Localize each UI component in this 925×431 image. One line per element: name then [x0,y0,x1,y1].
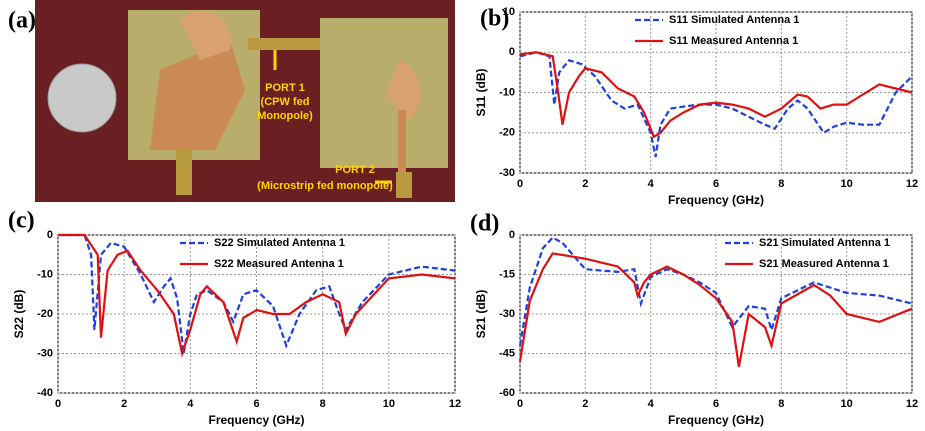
x-tick-label: 10 [841,398,853,410]
y-tick-label: -40 [37,387,53,399]
antenna-copper [150,40,245,150]
x-tick-label: 8 [778,398,784,410]
x-tick-label: 0 [517,398,523,410]
legend-label: S21 Measured Antenna 1 [759,258,889,270]
x-axis-label: Frequency (GHz) [208,413,304,427]
series-line [518,252,913,367]
legend-label: S21 Simulated Antenna 1 [759,237,890,249]
y-tick-label: 0 [509,46,515,58]
y-tick-label: -10 [499,86,515,98]
y-tick-label: -10 [37,268,53,280]
y-tick-label: -20 [37,308,53,320]
panel-label: (a) [8,8,36,34]
series-line [518,236,913,346]
y-axis-label: S21 (dB) [474,290,488,339]
x-tick-label: 6 [713,398,719,410]
legend-label: S11 Measured Antenna 1 [669,35,798,47]
x-tick-label: 4 [648,178,655,190]
radiator [385,60,421,120]
y-tick-label: -30 [499,308,515,320]
y-axis-label: S11 (dB) [474,68,488,116]
port-label: (CPW fed [261,96,310,108]
x-tick-label: 6 [713,178,719,190]
y-tick-label: -30 [37,347,53,359]
radiator [180,11,232,60]
panel-label: (c) [8,208,35,234]
port-label: PORT 1 [265,82,305,94]
x-tick-label: 12 [906,398,918,410]
feedline [398,110,406,180]
x-tick-label: 2 [121,398,127,410]
photo: (a) PORT 1 (CPW fed Monopole) PORT 2 (Mi… [8,0,455,202]
y-tick-label: 0 [47,229,53,241]
coin [47,63,117,133]
panel-label: (d) [470,211,499,237]
legend-label: S22 Simulated Antenna 1 [214,237,345,249]
series-line [58,233,456,354]
port-label: PORT 2 [335,164,375,176]
x-tick-label: 0 [517,178,523,190]
board-microstrip [320,18,448,168]
x-tick-label: 10 [383,398,395,410]
y-tick-label: -15 [499,268,515,280]
x-tick-label: 8 [320,398,326,410]
x-axis-label: Frequency (GHz) [668,193,764,207]
x-tick-label: 4 [187,398,194,410]
y-tick-label: 10 [503,6,515,18]
x-tick-label: 12 [449,398,461,410]
series-line [58,233,456,358]
panel-label: (b) [480,6,509,32]
y-tick-label: -30 [499,167,515,179]
x-tick-label: 8 [778,178,784,190]
legend-label: S22 Measured Antenna 1 [214,258,344,270]
x-tick-label: 2 [582,178,588,190]
series-line [519,51,913,139]
y-tick-label: -20 [499,127,515,139]
x-tick-label: 12 [906,178,918,190]
y-axis-label: S22 (dB) [12,290,26,339]
port-label: (Microstrip fed monopole) [257,180,393,192]
series-line [519,51,913,158]
legend-label: S11 Simulated Antenna 1 [669,14,799,26]
connector [396,172,412,198]
connector [248,38,328,50]
y-tick-label: 0 [509,229,515,241]
connector [176,150,192,195]
x-tick-label: 10 [841,178,853,190]
x-tick-label: 2 [582,398,588,410]
y-tick-label: -45 [499,347,515,359]
port-label: Monopole) [257,110,313,122]
x-tick-label: 6 [253,398,259,410]
y-tick-label: -60 [499,387,515,399]
x-tick-label: 0 [55,398,61,410]
x-axis-label: Frequency (GHz) [668,413,764,427]
x-tick-label: 4 [648,398,655,410]
